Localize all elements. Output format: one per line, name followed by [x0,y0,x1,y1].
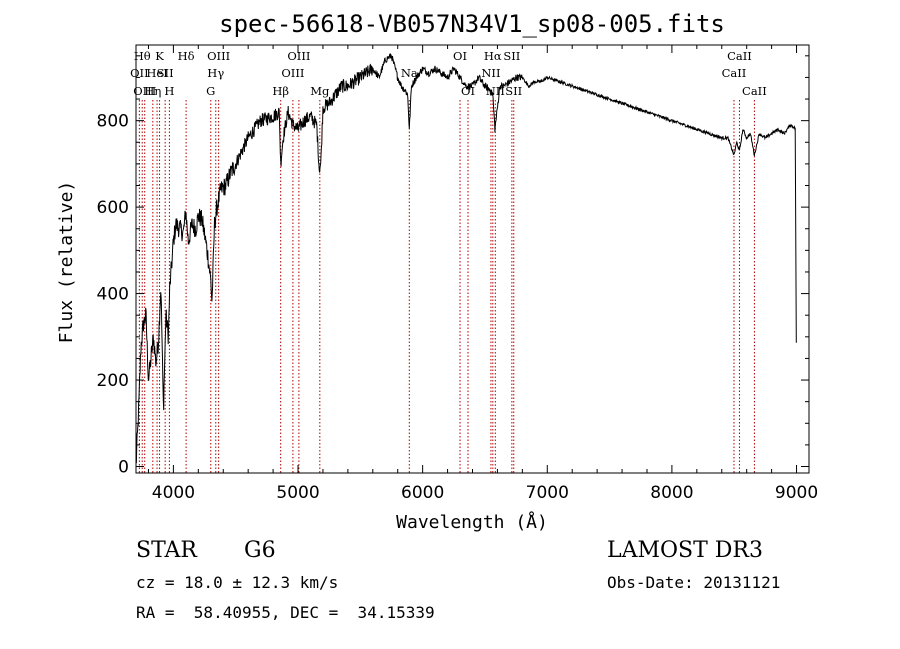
line-label-3: Hη [144,84,161,98]
line-label-20: Hα [484,49,502,63]
line-label-1: Hθ [134,49,151,63]
line-label-0: OII [130,66,149,80]
plot-frame [135,44,810,474]
obs-date-text: Obs-Date: 20131121 [607,573,781,592]
spectral-line-markers: OIIHθOIIIHηHeIKSIIHHδGHγOIIIHβOIIIOIIIMg… [130,49,767,473]
line-label-25: CaII [727,49,752,63]
plot-area [135,53,797,464]
redshift-text: cz = 18.0 ± 12.3 km/s [136,573,339,592]
line-label-16: Na [401,66,418,80]
line-label-8: Hδ [178,49,195,63]
axes: 4000 5000 6000 7000 8000 9000 0 200 400 600 800 [97,44,818,503]
line-label-11: OIII [207,49,230,63]
x-tick-label-3: 7000 [526,483,569,503]
y-tick-label-3: 600 [97,198,129,218]
line-label-5: K [155,49,164,63]
spectrum-line [135,53,797,464]
x-tick-label-1: 5000 [276,483,319,503]
survey-label: LAMOST DR3 [607,538,763,563]
line-label-6: SII [157,66,174,80]
line-label-12: Hβ [272,84,289,98]
x-axis-label: Wavelength (Å) [396,511,548,533]
line-label-14: OIII [287,49,310,63]
class-label: STAR [136,538,197,563]
line-label-10: Hγ [207,66,224,80]
y-axis-label: Flux (relative) [56,181,77,344]
line-label-24: CaII [722,66,747,80]
radec-text: RA = 58.40955, DEC = 34.15339 [136,603,435,622]
line-label-17: OI [453,49,467,63]
line-label-19: NII [481,66,500,80]
y-tick-label-0: 0 [118,458,129,478]
x-tick-label-5: 9000 [775,483,818,503]
line-label-26: CaII [742,84,767,98]
line-label-4: HeI [146,66,167,80]
chart-title: spec-56618-VB057N34V1_sp08-005.fits [219,10,725,38]
x-tick-label-0: 4000 [152,483,195,503]
line-label-7: H [164,84,174,98]
line-label-15: Mg [310,84,330,98]
line-label-9: G [206,84,215,98]
subclass-label: G6 [244,538,276,563]
line-label-2: OIII [133,84,156,98]
y-tick-label-1: 200 [97,371,129,391]
y-tick-label-4: 800 [97,112,129,132]
line-label-13: OIII [281,66,304,80]
x-tick-label-2: 6000 [401,483,444,503]
line-label-22: SII [503,49,520,63]
y-tick-label-2: 400 [97,285,129,305]
x-tick-label-4: 8000 [650,483,693,503]
line-label-23: SII [505,84,522,98]
